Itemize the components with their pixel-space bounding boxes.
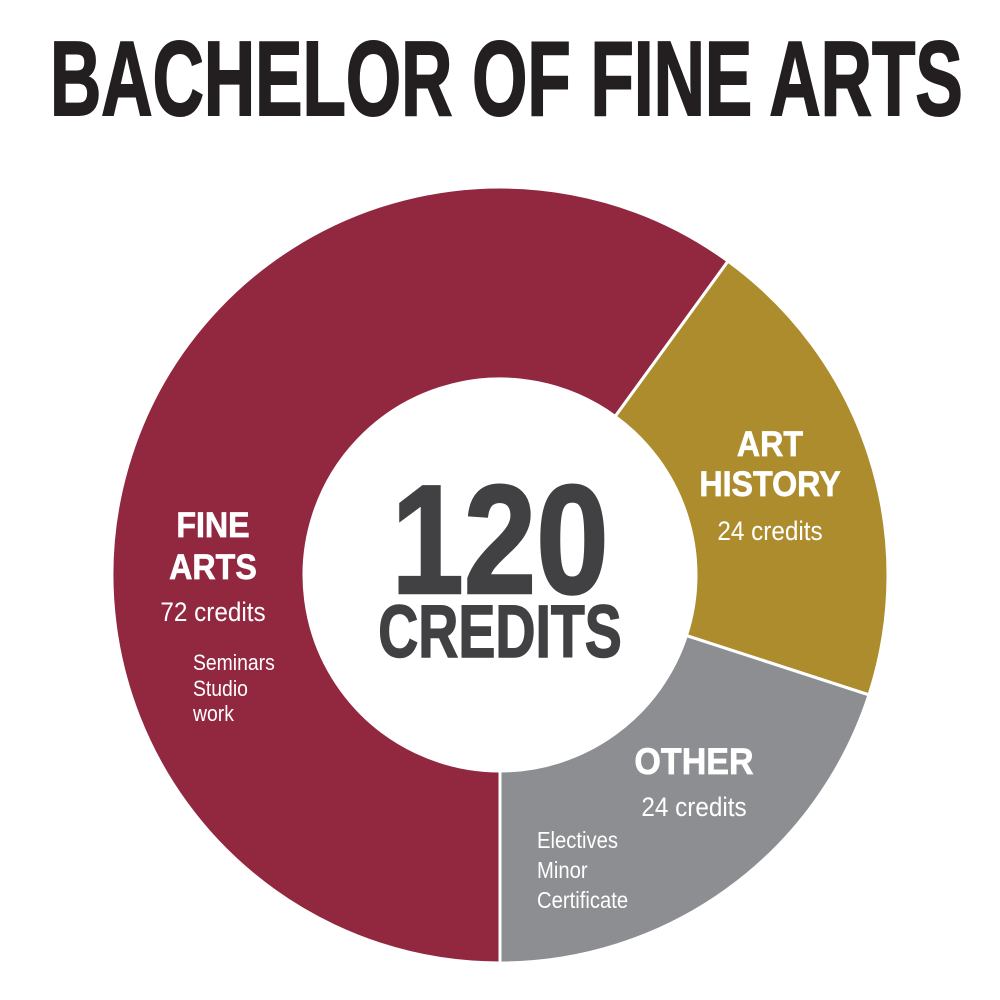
segment-slice-fine-arts xyxy=(110,185,731,965)
label-other: OTHER 24 credits xyxy=(609,743,779,821)
segment-name-fine-arts: FINE ARTS xyxy=(169,506,257,588)
detail-line: Seminars xyxy=(193,650,275,675)
total-credits-value: 120 xyxy=(390,453,609,626)
label-art-history: ART HISTORY 24 credits xyxy=(685,425,855,545)
page-title: BACHELOR OF FINE ARTS xyxy=(49,20,963,138)
segment-slice-art-history xyxy=(613,259,890,697)
detail-line: Minor xyxy=(537,856,588,883)
segment-slice-other xyxy=(498,633,871,965)
detail-line: Electives xyxy=(537,827,619,853)
segment-details-other: Electives Minor Certificate xyxy=(537,826,628,916)
segment-credits-art-history: 24 credits xyxy=(717,515,823,546)
segment-credits-other: 24 credits xyxy=(641,792,747,822)
detail-line: Studio work xyxy=(193,675,248,727)
center-total: 120 CREDITS xyxy=(338,453,663,673)
label-fine-arts: FINE ARTS 72 credits Seminars Studio wor… xyxy=(143,505,283,727)
segment-credits-fine-arts: 72 credits xyxy=(160,597,266,627)
segment-name-art-history: ART HISTORY xyxy=(699,425,841,505)
segment-name-other: OTHER xyxy=(634,741,754,782)
detail-line: Certificate xyxy=(537,886,629,913)
total-credits-label: CREDITS xyxy=(378,590,623,673)
segment-details-fine-arts: Seminars Studio work xyxy=(193,650,275,727)
